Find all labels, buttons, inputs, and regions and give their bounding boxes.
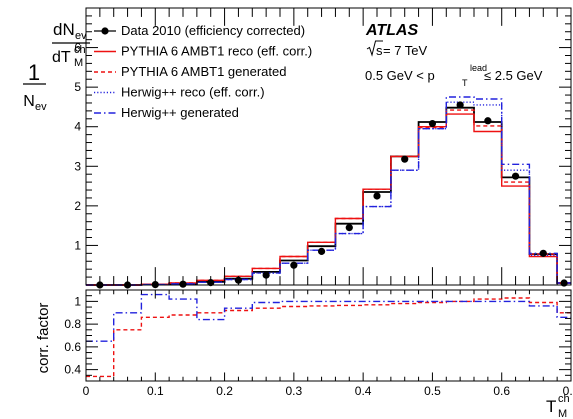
legend-label: Data 2010 (efficiency corrected) [121,23,305,38]
y-tick-label: 3 [74,159,81,173]
x-tick-label: 0.4 [355,384,372,398]
energy-value: = 7 TeV [383,43,428,58]
series-5-line [86,96,571,286]
ylabel-dn-ev: ev [75,30,87,42]
data-point [484,117,492,125]
ylabel-ev-sub: ev [35,101,47,113]
ylabel-ch-sup: ch [74,44,86,56]
y-tick-label: 0.4 [64,363,81,377]
data-point [511,172,520,180]
atlas-annotations: ATLAS s = 7 TeV 0.5 GeV < p T lead ≤ 2.5… [365,22,543,88]
series-2-line [86,113,571,286]
data-point [560,279,568,287]
data-point [290,261,298,269]
y-tick-label: 5 [74,80,81,94]
data-point [317,247,326,255]
cut-label: 0.5 GeV < p T lead ≤ 2.5 GeV [365,63,543,88]
ratio-frame [85,289,572,382]
legend-label: PYTHIA 6 AMBT1 generated [121,64,286,79]
ylabel-one: 1 [28,60,40,85]
data-point [345,224,353,232]
atlas-label: ATLAS [365,22,418,39]
x-tick-label: 0 [83,384,90,398]
xlabel-m: M [558,408,567,419]
series-4-line [86,101,571,286]
y-tick-label: 1 [74,238,81,252]
ratio-ylabel: corr. factor [35,303,52,374]
main-frame [85,7,572,286]
xlabel-ch: ch [558,393,570,405]
cut-sub: T [462,78,468,88]
ylabel-m-sub: M [74,57,83,69]
y-tick-label: 1 [74,294,81,308]
cut-right: ≤ 2.5 GeV [484,68,543,83]
y-tick-label: 4 [74,120,81,134]
ratio-series-1-line [86,293,571,342]
ylabel-n: N [23,93,35,110]
data-point [539,249,547,257]
cut-left: 0.5 GeV < p [365,68,435,83]
xlabel-t: T [546,397,556,416]
x-tick-label: 0.6 [493,384,510,398]
legend-label: Herwig++ generated [121,105,239,120]
ylabel-dn: dN [53,20,75,39]
x-tick-label: 0.5 [424,384,441,398]
legend-label: Herwig++ reco (eff. corr.) [121,85,265,100]
y-tick-label: 6 [74,41,81,55]
data-point [401,155,409,163]
cut-sup: lead [470,63,487,73]
series-3-line [86,109,571,286]
main-ylabel: 1 N ev dN ev dT ch M [23,20,90,113]
x-tick-label: 0.2 [216,384,233,398]
data-point [428,119,437,128]
x-tick-label: 0.3 [286,384,303,398]
ratio-plot: 0.4 0.6 0.8 1 0 0.1 0.2 0.3 0.4 0.5 0.6 0.7 [64,289,573,398]
ratio-series-0-line [86,297,571,378]
legend-marker [101,27,109,35]
data-point [373,192,381,200]
legend: Data 2010 (efficiency corrected) PYTHIA 6… [94,23,312,120]
xlabel: T ch M [546,393,570,419]
data-point [262,271,270,279]
y-tick-label: 0.8 [64,317,81,331]
x-tick-label: 0.1 [147,384,164,398]
y-tick-label: 2 [74,199,81,213]
series-1-line [86,106,571,286]
y-tick-label: 0.6 [64,340,81,354]
main-plot: 1 2 3 4 5 6 [74,7,572,289]
data-point [456,101,464,109]
legend-label: PYTHIA 6 AMBT1 reco (eff. corr.) [121,44,312,59]
x-tick-label: 0.7 [563,384,573,398]
energy-sqrt-s: s [376,43,383,58]
ylabel-dt: dT [52,49,71,66]
energy-label: s = 7 TeV [366,40,428,58]
